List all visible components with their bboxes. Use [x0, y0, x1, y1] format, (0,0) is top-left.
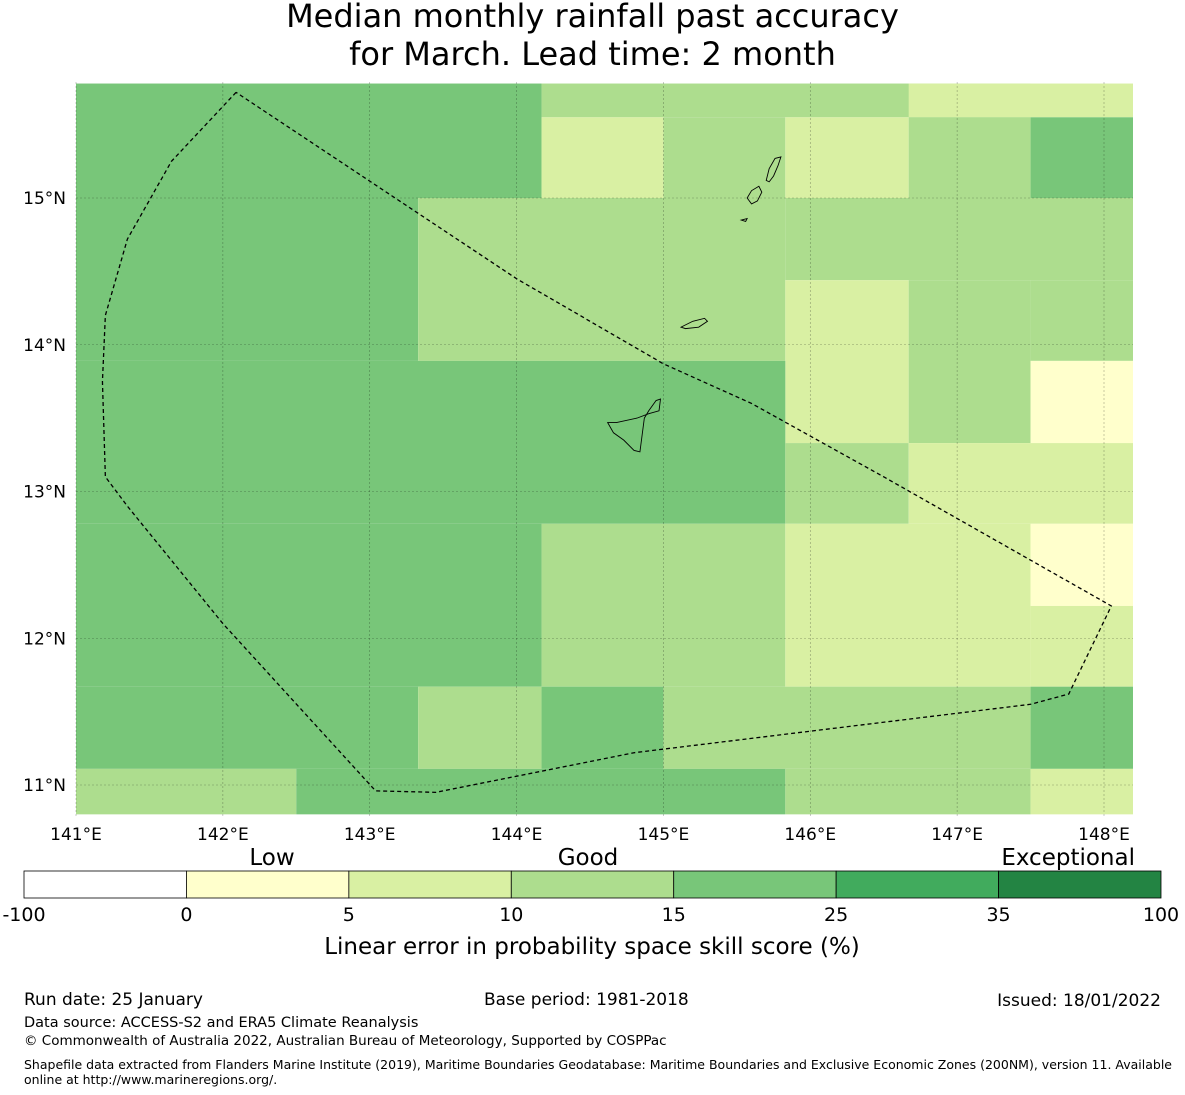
skill-cell — [541, 523, 786, 687]
colorbar-tick-label: -100 — [2, 904, 45, 926]
colorbar-tick-label: 0 — [180, 904, 192, 926]
lat-tick-label: 12°N — [23, 629, 66, 649]
island-aguijan — [739, 217, 748, 223]
skill-cell — [785, 443, 909, 524]
shapefile-credit: Shapefile data extracted from Flanders M… — [24, 1057, 1172, 1087]
skill-cell — [1030, 523, 1133, 606]
colorbar-legend: -100 0 5 10 15 25 35 100 Low Good Exceptional Linea… — [2, 845, 1179, 960]
islands — [606, 156, 782, 453]
skill-cell — [1030, 280, 1133, 361]
skill-cell — [76, 83, 542, 198]
island-saipan — [765, 156, 782, 183]
colorbar-segment — [835, 870, 999, 899]
skill-cell — [908, 443, 1133, 524]
colorbar-tick-label: 100 — [1143, 904, 1179, 926]
skill-cell — [908, 280, 1031, 444]
lon-tick-label: 145°E — [638, 825, 690, 845]
skill-cell — [541, 117, 664, 198]
colorbar-category-label: Low — [249, 845, 294, 871]
colorbar-category-label: Exceptional — [1001, 845, 1135, 871]
colorbar-segment — [510, 870, 675, 899]
lon-tick-label: 146°E — [784, 825, 836, 845]
colorbar-tick-label: 15 — [662, 904, 686, 926]
island-tinian — [746, 185, 763, 205]
graticule — [75, 82, 1133, 816]
colorbar-category-label: Good — [558, 845, 619, 871]
issued-date: Issued: 18/01/2022 — [997, 991, 1161, 1011]
skill-cell — [785, 117, 909, 198]
skill-cell — [76, 686, 419, 769]
skill-cell — [908, 117, 1031, 198]
skill-cell — [296, 768, 786, 815]
eez-boundary — [101, 91, 1113, 793]
colorbar-segment — [998, 870, 1162, 899]
colorbar-tick-label: 25 — [824, 904, 848, 926]
skill-cell — [785, 198, 1133, 281]
lon-tick-label: 148°E — [1078, 825, 1130, 845]
skill-cells — [76, 83, 1133, 815]
run-date: Run date: 25 January — [24, 990, 203, 1010]
lon-tick-label: 147°E — [931, 825, 983, 845]
axis-labels: 141°E 142°E 143°E 144°E 145°E 146°E 147°E 148°E… — [23, 189, 1130, 845]
skill-cell — [418, 686, 542, 769]
colorbar-segment — [186, 870, 350, 899]
skill-cell — [785, 280, 909, 444]
skill-cell — [908, 83, 1133, 118]
skill-cell — [1030, 605, 1133, 687]
colorbar-title: Linear error in probability space skill … — [324, 934, 860, 960]
skill-cell — [76, 768, 297, 815]
skill-cell — [541, 686, 664, 769]
lat-tick-label: 11°N — [23, 776, 66, 796]
lat-tick-label: 13°N — [23, 483, 66, 503]
lon-tick-label: 142°E — [197, 825, 249, 845]
skill-cell — [785, 768, 1031, 815]
chart-title-line-2: for March. Lead time: 2 month — [349, 35, 836, 73]
colorbar-tick-label: 35 — [986, 904, 1010, 926]
lon-tick-label: 144°E — [491, 825, 543, 845]
lat-tick-label: 15°N — [23, 189, 66, 209]
skill-cell — [1030, 117, 1133, 198]
island-guam — [606, 398, 662, 453]
colorbar-tick-label: 10 — [499, 904, 523, 926]
skill-cell — [663, 117, 786, 198]
lat-tick-label: 14°N — [23, 336, 66, 356]
data-source: Data source: ACCESS-S2 and ERA5 Climate … — [24, 1015, 419, 1031]
skill-cell — [76, 360, 786, 524]
skill-cell — [76, 523, 542, 687]
island-rota — [679, 317, 709, 330]
base-period: Base period: 1981-2018 — [484, 990, 689, 1010]
colorbar-segment — [348, 870, 512, 899]
lon-tick-label: 141°E — [50, 825, 102, 845]
skill-cell — [418, 198, 786, 361]
skill-cell — [663, 686, 1031, 769]
skill-cell — [1030, 768, 1133, 815]
eez-boundary-line — [101, 91, 1113, 793]
chart-title-line-1: Median monthly rainfall past accuracy — [286, 0, 899, 35]
lon-tick-label: 143°E — [344, 825, 396, 845]
skill-cell — [1030, 686, 1133, 769]
colorbar-segment — [23, 870, 187, 899]
colorbar-segment — [673, 870, 837, 899]
colorbar-tick-label: 5 — [343, 904, 355, 926]
skill-cell — [1030, 360, 1133, 444]
skill-cell — [785, 523, 1031, 687]
copyright: © Commonwealth of Australia 2022, Austra… — [24, 1033, 667, 1049]
skill-cell — [76, 198, 419, 361]
